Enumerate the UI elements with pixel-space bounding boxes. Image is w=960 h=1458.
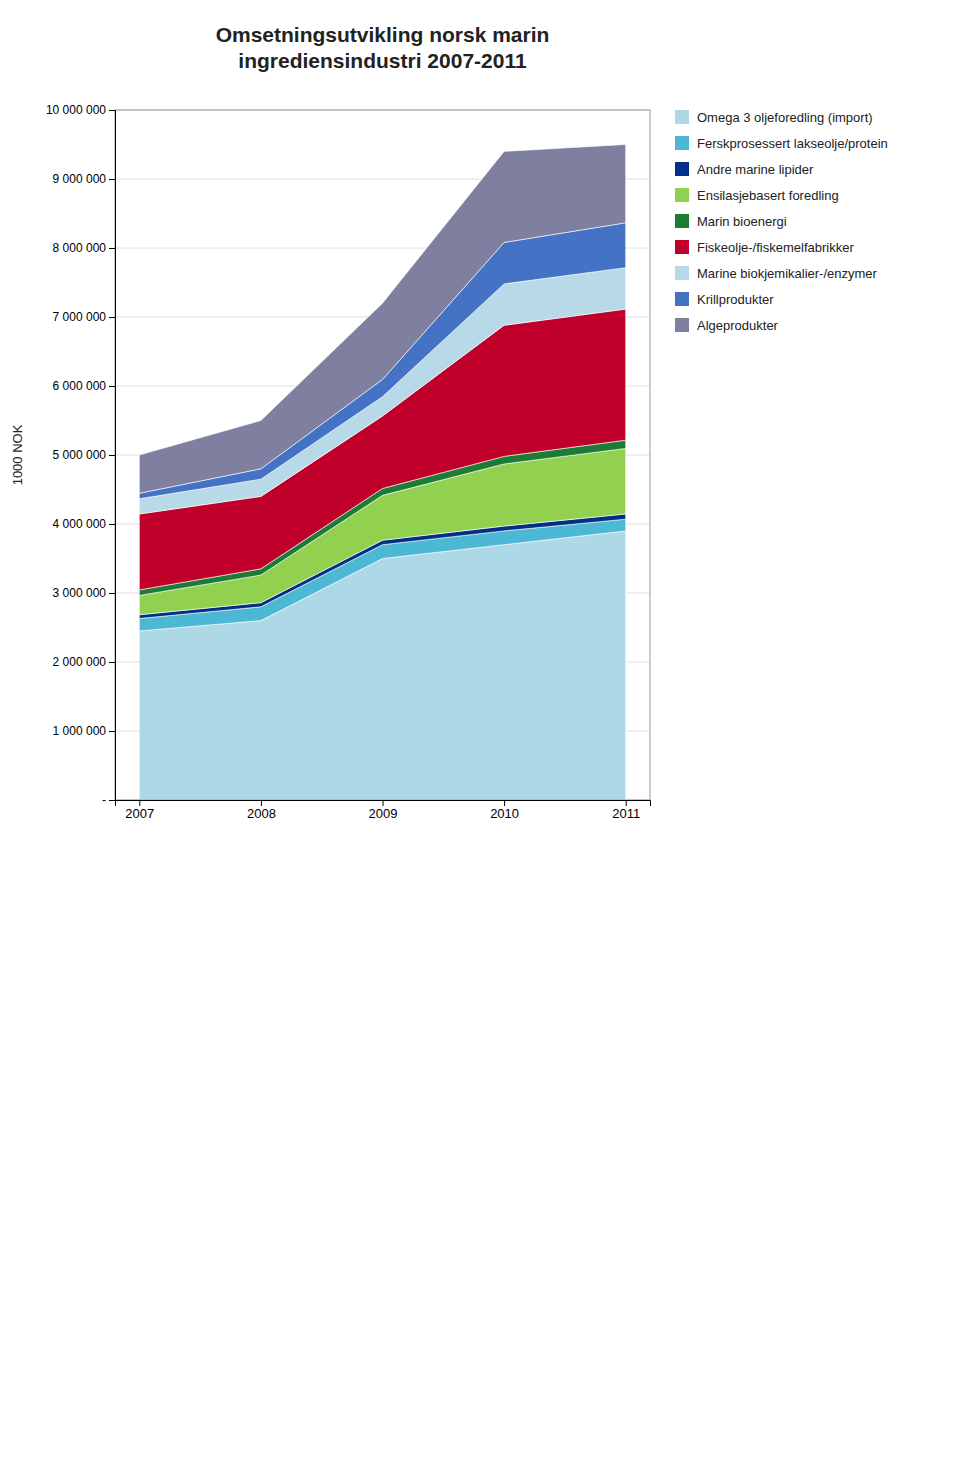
y-tick-mark: [109, 179, 115, 180]
y-tick-mark: [109, 317, 115, 318]
legend-label: Krillprodukter: [697, 292, 774, 307]
legend-swatch: [675, 292, 689, 306]
plot-area: [139, 145, 625, 801]
y-tick-label: 8 000 000: [53, 241, 107, 255]
x-tick-label: 2007: [125, 806, 154, 821]
y-tick-label: 10 000 000: [46, 103, 106, 117]
y-tick-label: -: [102, 793, 106, 807]
y-tick-mark: [109, 593, 115, 594]
legend-label: Andre marine lipider: [697, 162, 814, 177]
legend-item: Ensilasjebasert foredling: [675, 188, 839, 203]
chart-svg: Omsetningsutvikling norsk marin ingredien…: [0, 0, 960, 1458]
legend-item: Omega 3 oljeforedling (import): [675, 110, 873, 125]
x-tick: 2010: [490, 800, 519, 821]
y-tick-mark: [109, 800, 115, 801]
y-tick-mark: [109, 386, 115, 387]
legend: Omega 3 oljeforedling (import) Ferskprose…: [675, 110, 888, 333]
y-tick-label: 6 000 000: [53, 379, 107, 393]
legend-label: Marin bioenergi: [697, 214, 787, 229]
x-tick-label: 2008: [247, 806, 276, 821]
y-tick: 5 000 000: [53, 448, 115, 462]
legend-label: Ensilasjebasert foredling: [697, 188, 839, 203]
legend-label: Marine biokjemikalier-/enzymer: [697, 266, 878, 281]
x-tick-mark: [504, 800, 505, 806]
y-tick: 10 000 000: [46, 103, 115, 117]
plot-frame: [115, 110, 650, 800]
y-tick: 3 000 000: [53, 586, 115, 600]
legend-item: Marin bioenergi: [675, 214, 787, 229]
x-tick-mark: [626, 800, 627, 806]
chart-title: Omsetningsutvikling norsk marin: [216, 23, 550, 46]
y-tick-label: 4 000 000: [53, 517, 107, 531]
legend-swatch: [675, 240, 689, 254]
y-tick-mark: [109, 248, 115, 249]
y-tick-mark: [109, 524, 115, 525]
legend-swatch: [675, 214, 689, 228]
y-tick-label: 1 000 000: [53, 724, 107, 738]
legend-item: Fiskeolje-/fiskemelfabrikker: [675, 240, 854, 255]
x-tick: 2009: [369, 800, 398, 821]
legend-label: Omega 3 oljeforedling (import): [697, 110, 873, 125]
legend-label: Fiskeolje-/fiskemelfabrikker: [697, 240, 854, 255]
y-tick: 1 000 000: [53, 724, 115, 738]
x-tick: 2007: [125, 800, 154, 821]
x-tick: 2008: [247, 800, 276, 821]
legend-swatch: [675, 266, 689, 280]
chart-title: ingrediensindustri 2007-2011: [238, 49, 527, 72]
y-tick: 7 000 000: [53, 310, 115, 324]
y-tick: 6 000 000: [53, 379, 115, 393]
x-tick-label: 2009: [369, 806, 398, 821]
legend-item: Krillprodukter: [675, 292, 774, 307]
legend-item: Ferskprosessert lakseolje/protein: [675, 136, 888, 151]
x-tick-label: 2010: [490, 806, 519, 821]
legend-swatch: [675, 188, 689, 202]
y-axis-line: [109, 111, 116, 801]
y-tick: 4 000 000: [53, 517, 115, 531]
x-tick: 2011: [612, 800, 640, 821]
area-series: [139, 145, 625, 494]
y-tick: 9 000 000: [53, 172, 115, 186]
y-axis: - 1 000 000 2 000 000 3 000 000 4 000 000 5 0…: [46, 103, 116, 807]
y-tick-label: 9 000 000: [53, 172, 107, 186]
y-axis-title: 1000 NOK: [10, 424, 25, 485]
y-tick: 8 000 000: [53, 241, 115, 255]
x-tick-label: 2011: [612, 806, 640, 821]
y-tick-label: 7 000 000: [53, 310, 107, 324]
legend-label: Ferskprosessert lakseolje/protein: [697, 136, 888, 151]
x-axis-line: [116, 801, 651, 807]
legend-swatch: [675, 110, 689, 124]
y-tick: 2 000 000: [53, 655, 115, 669]
legend-item: Andre marine lipider: [675, 162, 814, 177]
grid: [115, 110, 650, 800]
y-tick-label: 3 000 000: [53, 586, 107, 600]
legend-item: Algeprodukter: [675, 318, 779, 333]
y-tick-label: 2 000 000: [53, 655, 107, 669]
legend-swatch: [675, 136, 689, 150]
legend-label: Algeprodukter: [697, 318, 779, 333]
y-tick-mark: [109, 110, 115, 111]
legend-swatch: [675, 162, 689, 176]
y-tick-mark: [109, 731, 115, 732]
y-tick: -: [102, 793, 115, 807]
x-tick-mark: [261, 800, 262, 806]
x-axis: 2007 2008 2009 2010 2011: [116, 800, 651, 821]
y-tick-label: 5 000 000: [53, 448, 107, 462]
x-tick-mark: [383, 800, 384, 806]
x-tick-mark: [139, 800, 140, 806]
title-group: Omsetningsutvikling norsk marin ingredien…: [216, 23, 550, 72]
legend-swatch: [675, 318, 689, 332]
y-tick-mark: [109, 455, 115, 456]
y-tick-mark: [109, 662, 115, 663]
legend-item: Marine biokjemikalier-/enzymer: [675, 266, 878, 281]
